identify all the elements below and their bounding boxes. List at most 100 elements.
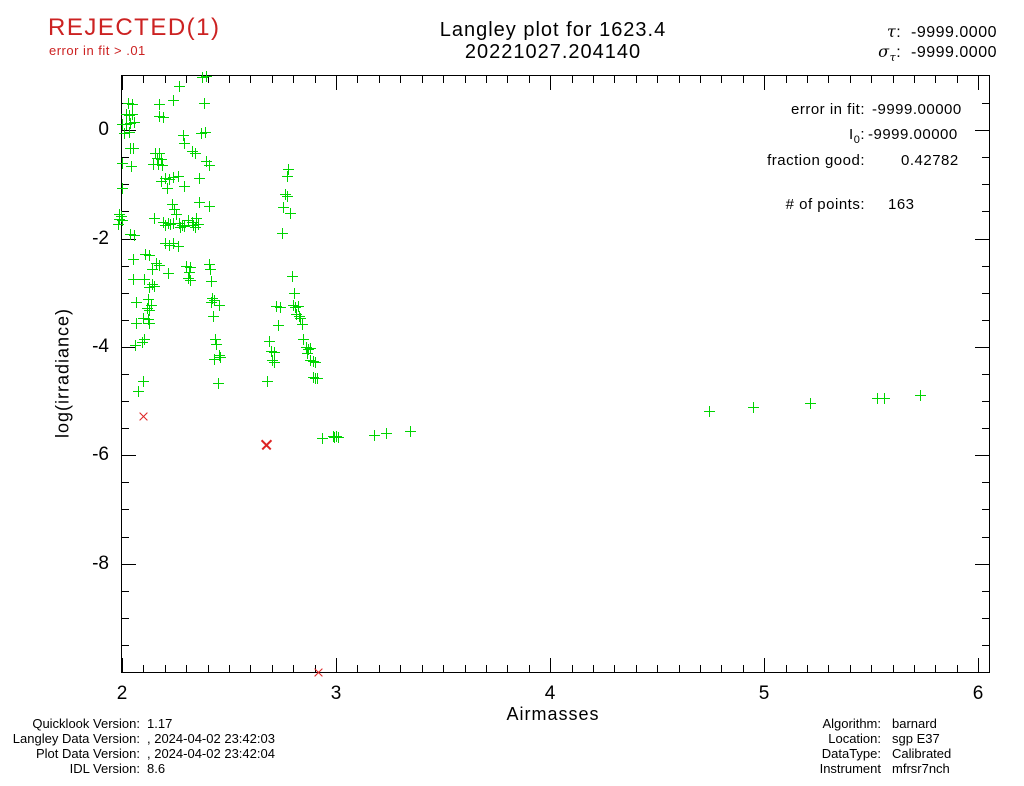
x-axis-tick bbox=[443, 76, 444, 83]
version-info-row: IDL Version: 8.6 bbox=[3, 761, 275, 776]
x-axis-tick bbox=[957, 76, 958, 83]
good-data-point bbox=[369, 430, 380, 441]
x-axis-tick bbox=[636, 76, 637, 83]
x-axis-tick bbox=[850, 665, 851, 672]
good-data-point bbox=[149, 281, 160, 292]
good-data-point bbox=[291, 309, 302, 320]
good-data-point bbox=[405, 426, 416, 437]
version-info-value: 8.6 bbox=[147, 761, 166, 776]
x-axis-tick bbox=[143, 665, 144, 672]
good-data-point bbox=[124, 127, 135, 138]
good-data-point bbox=[125, 118, 136, 129]
y-axis-tick bbox=[122, 645, 129, 646]
good-data-point bbox=[121, 109, 132, 120]
x-axis-tick bbox=[208, 665, 209, 672]
good-data-point bbox=[213, 378, 224, 389]
good-data-point bbox=[210, 334, 221, 345]
good-data-point bbox=[308, 372, 319, 383]
x-axis-tick bbox=[914, 665, 915, 672]
good-data-point bbox=[157, 160, 168, 171]
y-axis-tick bbox=[122, 347, 136, 348]
good-data-point bbox=[168, 95, 179, 106]
good-data-point bbox=[131, 318, 142, 329]
good-data-point bbox=[128, 274, 139, 285]
good-data-point bbox=[209, 354, 220, 365]
good-data-point bbox=[280, 189, 291, 200]
y-axis-tick bbox=[122, 157, 129, 158]
x-axis-tick bbox=[486, 665, 487, 672]
instrument-info-value: mfrsr7nch bbox=[892, 761, 950, 776]
good-data-point bbox=[116, 211, 127, 222]
good-data-point bbox=[206, 276, 217, 287]
x-axis-tick bbox=[379, 76, 380, 83]
good-data-point bbox=[196, 128, 207, 139]
good-data-point bbox=[206, 297, 217, 308]
good-data-point bbox=[174, 81, 185, 92]
error-in-fit-label: error in fit: bbox=[790, 101, 865, 118]
good-data-point bbox=[123, 98, 134, 109]
instrument-info-row: Algorithm: barnard bbox=[760, 716, 951, 731]
good-data-point bbox=[301, 342, 312, 353]
version-info-value: 1.17 bbox=[147, 716, 173, 731]
good-data-point bbox=[310, 357, 321, 368]
good-data-point bbox=[283, 164, 294, 175]
x-axis-tick bbox=[721, 76, 722, 83]
y-axis-tick bbox=[975, 347, 989, 348]
x-axis-tick bbox=[657, 76, 658, 83]
good-data-point bbox=[704, 406, 715, 417]
good-data-point bbox=[144, 250, 155, 261]
good-data-point bbox=[264, 336, 275, 347]
x-axis-tick bbox=[336, 658, 337, 672]
x-axis-tick bbox=[957, 665, 958, 672]
x-axis-title: Airmasses bbox=[506, 704, 600, 724]
good-data-point bbox=[188, 220, 199, 231]
good-data-point bbox=[128, 143, 139, 154]
x-axis-tick bbox=[336, 76, 337, 90]
good-data-point bbox=[209, 295, 220, 306]
x-axis-tick bbox=[700, 665, 701, 672]
y-tick-label: -8 bbox=[92, 553, 109, 574]
good-data-point bbox=[153, 159, 164, 170]
good-data-point bbox=[331, 431, 342, 442]
y-tick-label: -2 bbox=[92, 228, 109, 249]
x-axis-tick bbox=[529, 76, 530, 83]
good-data-point bbox=[183, 273, 194, 284]
good-data-point bbox=[317, 433, 328, 444]
version-info-label: Plot Data Version: bbox=[35, 746, 140, 761]
x-axis-tick bbox=[422, 665, 423, 672]
x-axis-tick bbox=[679, 76, 680, 83]
x-axis-tick bbox=[229, 665, 230, 672]
good-data-point bbox=[190, 222, 201, 233]
y-tick-label: -4 bbox=[92, 336, 109, 357]
good-data-point bbox=[190, 148, 201, 159]
version-info-label: IDL Version: bbox=[69, 761, 140, 776]
sigma-tau-value-line: στ: -9999.0000 bbox=[878, 42, 997, 65]
good-data-point bbox=[168, 218, 179, 229]
plot-area: 2 3 4 5 6 0 -2 -4 -6 -8 bbox=[92, 71, 990, 704]
y-tick-label: 0 bbox=[98, 119, 109, 140]
good-data-point bbox=[305, 343, 316, 354]
y-axis-tick bbox=[982, 537, 989, 538]
good-data-point bbox=[149, 213, 160, 224]
y-axis-tick bbox=[982, 428, 989, 429]
plot-subtitle-datetime: 20221027.204140 bbox=[464, 41, 642, 63]
sigma-tau-value: -9999.0000 bbox=[911, 44, 997, 61]
x-axis-tick bbox=[914, 76, 915, 83]
sigma-symbol: σ bbox=[878, 42, 890, 61]
good-data-point bbox=[154, 260, 165, 271]
good-data-point bbox=[130, 340, 141, 351]
y-axis-tick bbox=[982, 157, 989, 158]
good-data-point bbox=[163, 268, 174, 279]
io-label: I0: bbox=[849, 126, 865, 146]
good-data-point bbox=[269, 357, 280, 368]
good-data-point bbox=[333, 432, 344, 443]
good-data-point bbox=[125, 229, 136, 240]
x-axis-tick bbox=[122, 658, 123, 672]
y-axis-tick bbox=[982, 591, 989, 592]
good-data-point bbox=[140, 249, 151, 260]
good-data-point bbox=[164, 174, 175, 185]
good-data-point bbox=[285, 208, 296, 219]
good-data-point bbox=[131, 297, 142, 308]
y-axis-title: log(irradiance) bbox=[52, 307, 73, 439]
instrument-info-label: Algorithm: bbox=[822, 716, 881, 731]
